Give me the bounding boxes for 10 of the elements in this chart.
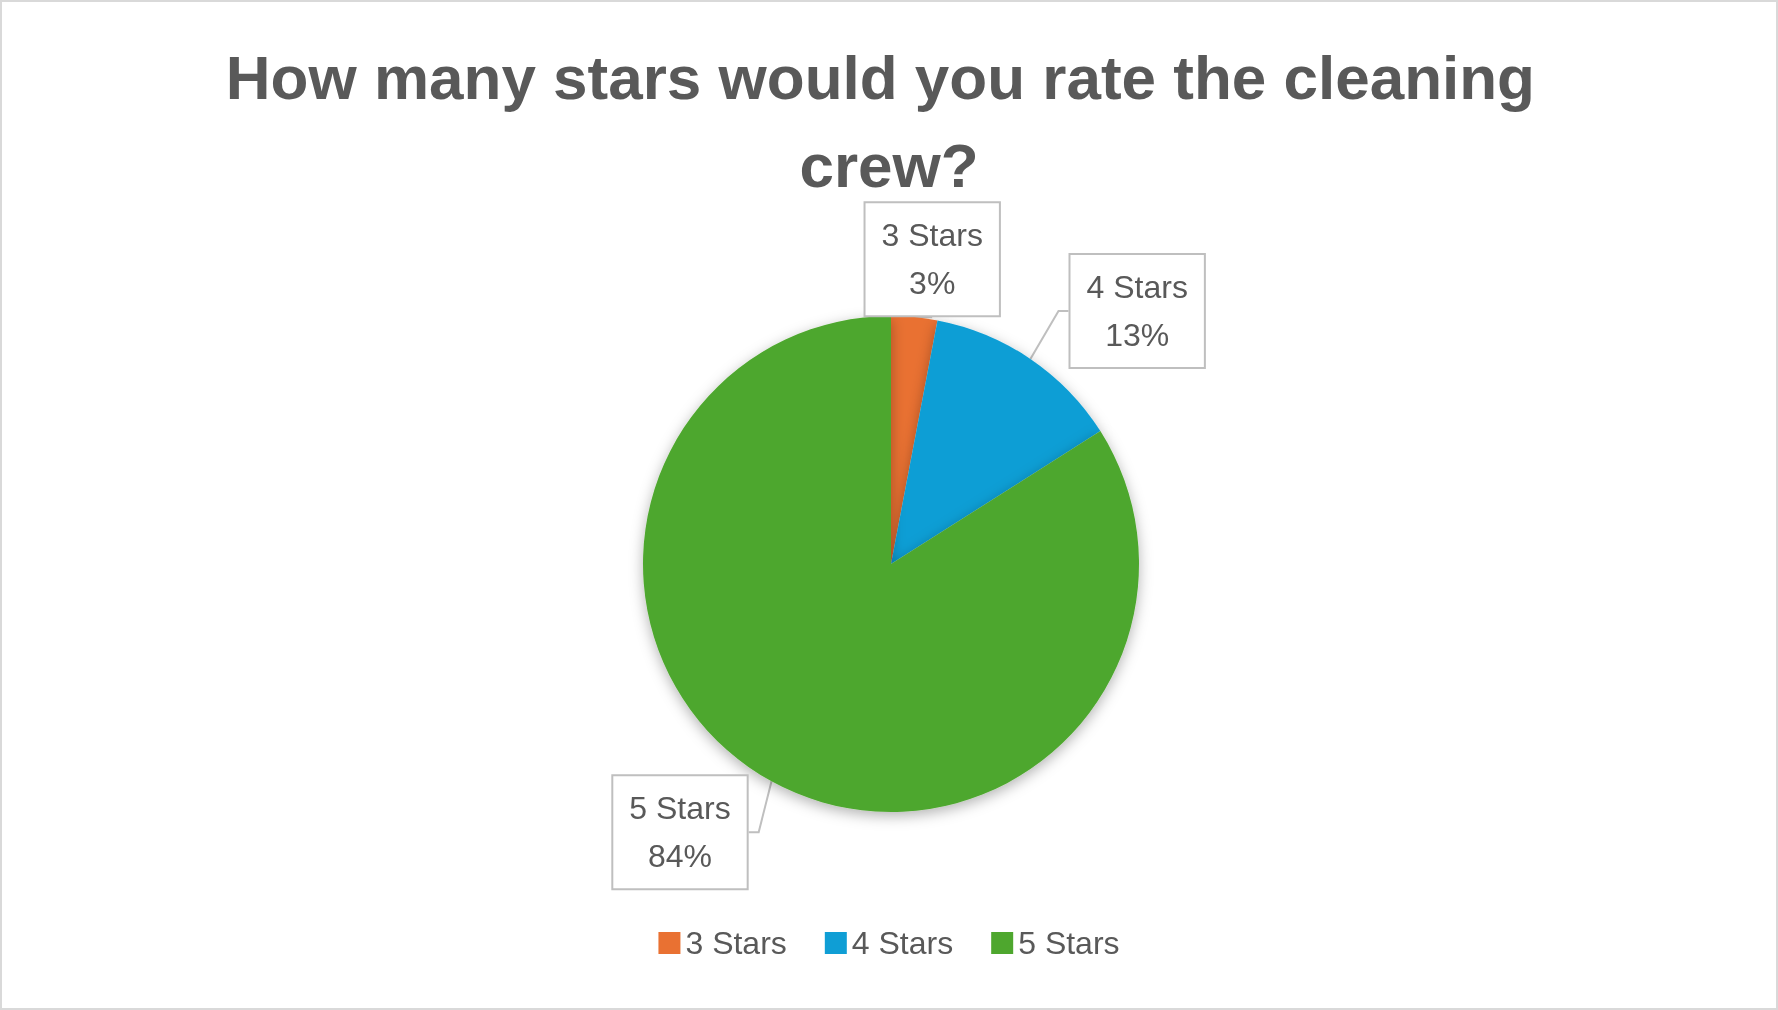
data-label: 84%	[647, 838, 713, 875]
slice-label: 5 Stars	[629, 790, 731, 827]
legend-label: 4 Stars	[851, 925, 954, 961]
chart-title: How many stars would you rate the cleaning crew?	[225, 42, 1553, 200]
data-label: 13%	[1105, 316, 1170, 353]
data-label: 3%	[909, 265, 956, 302]
slice-label: 3 Stars	[881, 217, 983, 254]
legend-label: 3 Stars	[685, 925, 787, 961]
slice-label: 4 Stars	[1086, 268, 1188, 305]
legend-label: 5 Stars	[1018, 925, 1120, 961]
